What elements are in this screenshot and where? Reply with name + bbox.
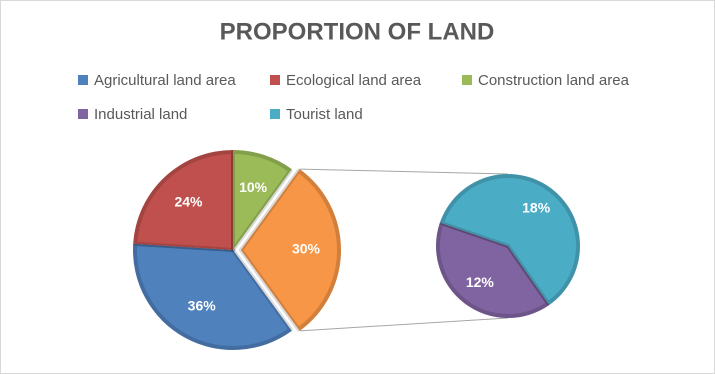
legend-swatch — [462, 75, 472, 85]
connector-line — [299, 317, 509, 332]
slice-edge — [133, 150, 235, 252]
slice-edge — [436, 221, 551, 318]
data-label: 24% — [174, 193, 203, 209]
pie-slice — [241, 169, 342, 331]
slice-edge — [239, 168, 341, 332]
pie-slice — [133, 150, 233, 250]
legend-swatch — [78, 109, 88, 119]
pie-slice — [439, 173, 581, 305]
legend-label: Tourist land — [286, 106, 363, 123]
pie-slice — [233, 150, 292, 250]
slice-edge — [231, 150, 293, 252]
legend-label: Ecological land area — [286, 72, 422, 89]
legend-swatch — [78, 75, 88, 85]
pie-slice — [133, 243, 292, 350]
legend-swatch — [270, 109, 280, 119]
data-label: 10% — [239, 179, 268, 195]
slice-edge — [439, 174, 580, 306]
data-label: 36% — [188, 298, 217, 314]
slice-edge — [133, 241, 293, 350]
legend-label: Agricultural land area — [94, 72, 236, 89]
legend-label: Industrial land — [94, 106, 187, 123]
chart-title: PROPORTION OF LAND — [220, 18, 495, 45]
pie-slice — [436, 222, 550, 318]
data-label: 30% — [292, 241, 321, 257]
legend-label: Construction land area — [478, 72, 630, 89]
connector-line — [299, 168, 509, 175]
data-label: 18% — [522, 199, 551, 215]
legend-swatch — [270, 75, 280, 85]
data-label: 12% — [466, 274, 495, 290]
